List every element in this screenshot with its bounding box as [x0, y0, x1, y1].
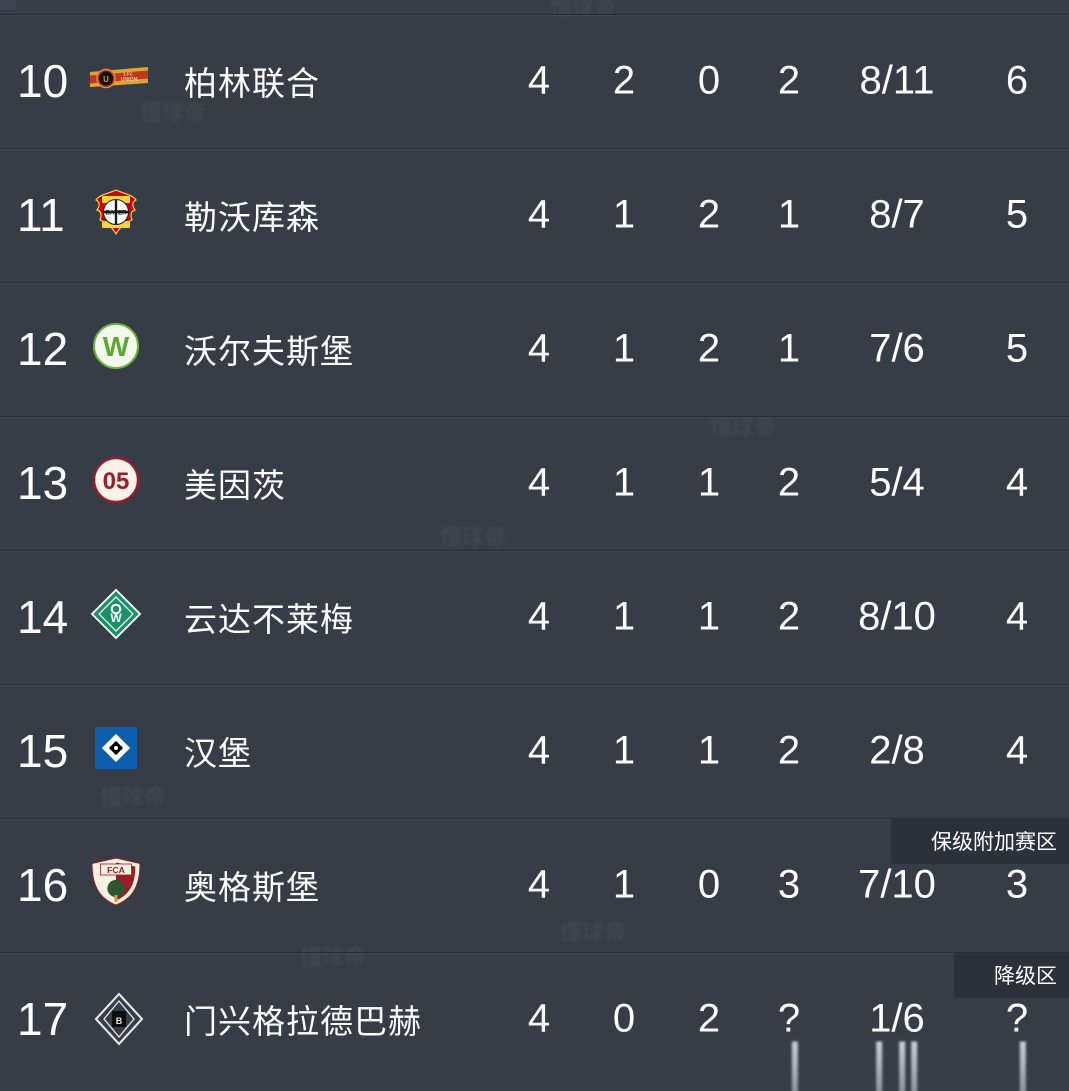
svg-text:1.FC: 1.FC [123, 71, 134, 76]
svg-text:UNION: UNION [121, 77, 138, 83]
svg-text:05: 05 [103, 468, 130, 495]
svg-text:W: W [110, 611, 122, 625]
svg-text:W: W [103, 331, 130, 362]
svg-text:U: U [103, 74, 109, 83]
svg-text:B: B [116, 1016, 123, 1026]
svg-text:FCA: FCA [107, 865, 125, 875]
svg-text:BAYER: BAYER [105, 209, 127, 216]
